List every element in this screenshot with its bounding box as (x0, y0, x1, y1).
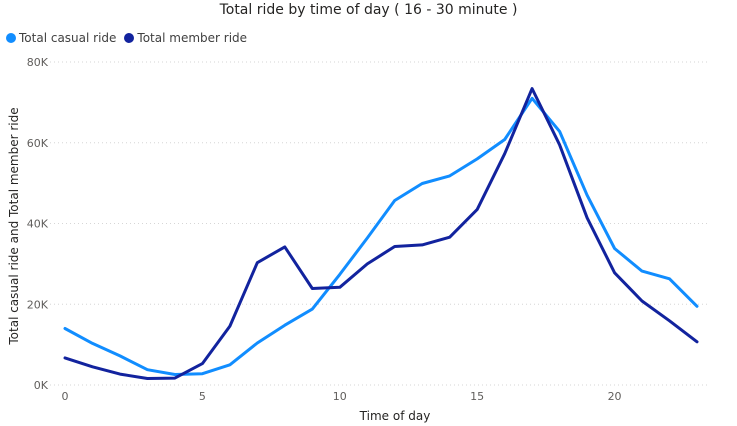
series-lines (63, 87, 699, 380)
y-axis-title: Total casual ride and Total member ride (7, 107, 21, 345)
chart-title: Total ride by time of day ( 16 - 30 minu… (219, 2, 518, 18)
legend-marker-casual (6, 33, 16, 43)
x-tick-label: 15 (470, 390, 484, 403)
legend-marker-member (124, 33, 135, 43)
x-tick-label: 0 (62, 390, 69, 403)
legend: Total casual ride Total member ride (6, 31, 255, 45)
y-tick-label: 0K (34, 379, 49, 392)
series-line-member[interactable] (63, 87, 699, 380)
y-axis-ticks: 0K 20K 40K 60K 80K (27, 56, 49, 392)
legend-item-member[interactable]: Total member ride (124, 31, 247, 45)
y-tick-label: 20K (27, 298, 49, 311)
series-line-casual[interactable] (63, 96, 699, 376)
y-tick-label: 80K (27, 56, 49, 69)
x-tick-label: 10 (333, 390, 347, 403)
x-axis-title: Time of day (359, 409, 431, 423)
legend-label-member: Total member ride (137, 31, 248, 45)
y-tick-label: 60K (27, 137, 49, 150)
x-tick-label: 5 (199, 390, 206, 403)
legend-item-casual[interactable]: Total casual ride (6, 31, 116, 45)
legend-label-casual: Total casual ride (19, 31, 117, 45)
x-axis-ticks: 0 5 10 15 20 (62, 390, 622, 403)
y-tick-label: 40K (27, 218, 49, 231)
x-tick-label: 20 (608, 390, 622, 403)
